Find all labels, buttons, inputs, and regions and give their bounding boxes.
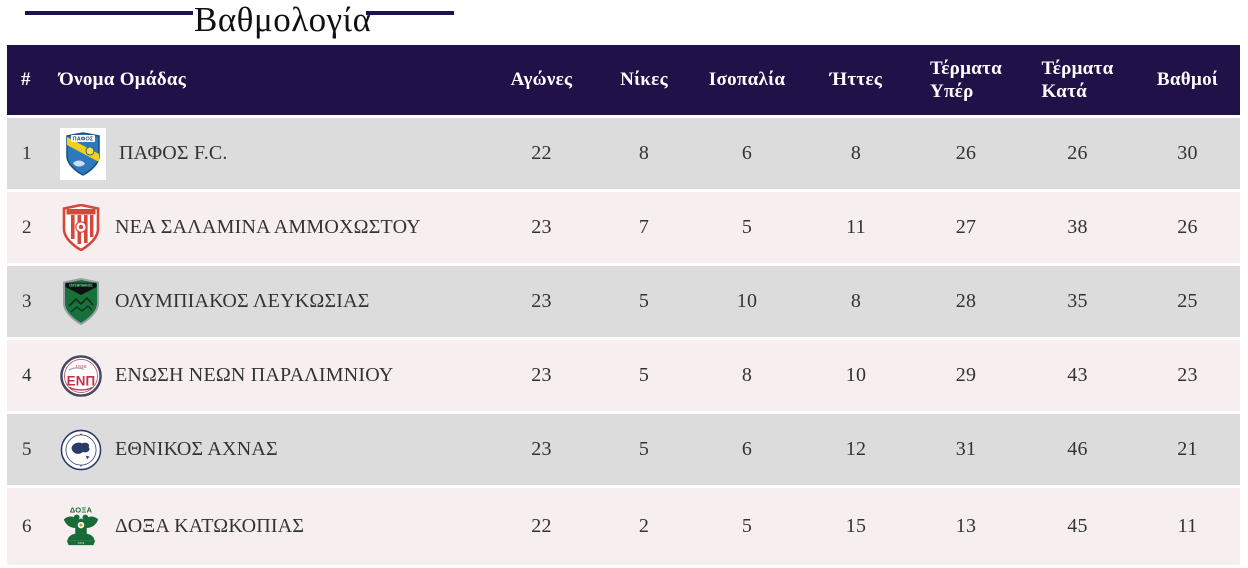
wins: 5 (594, 414, 694, 485)
col-header-points: Βαθμοί (1135, 45, 1240, 115)
standings-row[interactable]: 5 ΕΘΝΙΚΟΣ ΑΧΝΑΣ 23 5 6 12 31 (7, 414, 1240, 485)
points: 30 (1135, 118, 1240, 189)
wins: 5 (594, 340, 694, 411)
svg-text:ΟΛΥΜΠΙΑΚΟΣ: ΟΛΥΜΠΙΑΚΟΣ (70, 283, 93, 287)
doxa-katokopias-crest-icon: ΔΟΞΑ 1954 (60, 503, 102, 550)
team-rank: 3 (7, 266, 49, 337)
games-played: 22 (489, 118, 594, 189)
points: 11 (1135, 488, 1240, 565)
goals-for: 28 (912, 266, 1020, 337)
col-header-draws: Ισοπαλία (694, 45, 800, 115)
svg-text:1954: 1954 (77, 541, 84, 545)
wins: 8 (594, 118, 694, 189)
goals-for: 29 (912, 340, 1020, 411)
points: 25 (1135, 266, 1240, 337)
team-name: ΝΕΑ ΣΑΛΑΜΙΝΑ ΑΜΜΟΧΩΣΤΟΥ (115, 216, 421, 238)
standings-row[interactable]: 6 ΔΟΞΑ 1954 ΔΟΞΑ ΚΑΤΩΚΟΠΙΑΣ 22 (7, 488, 1240, 565)
games-played: 22 (489, 488, 594, 565)
losses: 8 (800, 118, 912, 189)
losses: 15 (800, 488, 912, 565)
goals-for: 26 (912, 118, 1020, 189)
col-header-games: Αγώνες (489, 45, 594, 115)
col-header-goals-for: Τέρματα Υπέρ (912, 45, 1020, 115)
team-rank: 1 (7, 118, 49, 189)
draws: 8 (694, 340, 800, 411)
goals-against: 43 (1020, 340, 1135, 411)
losses: 8 (800, 266, 912, 337)
team-rank: 6 (7, 488, 49, 565)
wins: 5 (594, 266, 694, 337)
goals-against: 38 (1020, 192, 1135, 263)
standings-header-row: # Όνομα Ομάδας Αγώνες Νίκες Ισοπαλία Ήττ… (7, 45, 1240, 115)
losses: 11 (800, 192, 912, 263)
team-name: ΕΝΩΣΗ ΝΕΩΝ ΠΑΡΑΛΙΜΝΙΟΥ (115, 364, 394, 386)
standings-row[interactable]: 4 1936 ΕΝΠ ΕΝΩΣΗ ΝΕΩΝ ΠΑΡΑΛΙΜΝΙΟΥ 23 5 8 (7, 340, 1240, 411)
points: 21 (1135, 414, 1240, 485)
draws: 6 (694, 118, 800, 189)
standings-row[interactable]: 3 ΟΛΥΜΠΙΑΚΟΣ ΟΛΥΜΠΙΑΚΟΣ ΛΕΥΚΩΣΙΑΣ 23 5 1… (7, 266, 1240, 337)
svg-text:ΔΟΞΑ: ΔΟΞΑ (70, 506, 93, 515)
goals-for: 13 (912, 488, 1020, 565)
title-rule-left (25, 11, 193, 15)
wins: 2 (594, 488, 694, 565)
goals-against: 45 (1020, 488, 1135, 565)
col-header-team: Όνομα Ομάδας (49, 45, 489, 115)
olympiakos-lefkosias-crest-icon: ΟΛΥΜΠΙΑΚΟΣ (60, 278, 102, 325)
draws: 6 (694, 414, 800, 485)
goals-against: 26 (1020, 118, 1135, 189)
draws: 5 (694, 192, 800, 263)
nea-salamina-crest-icon (60, 204, 102, 251)
standings-title-block: Βαθμολογία (0, 0, 1248, 45)
team-name: ΟΛΥΜΠΙΑΚΟΣ ΛΕΥΚΩΣΙΑΣ (115, 290, 370, 312)
wins: 7 (594, 192, 694, 263)
games-played: 23 (489, 340, 594, 411)
page-title: Βαθμολογία (194, 0, 372, 39)
col-header-wins: Νίκες (594, 45, 694, 115)
team-name: ΕΘΝΙΚΟΣ ΑΧΝΑΣ (115, 438, 278, 460)
goals-against: 46 (1020, 414, 1135, 485)
goals-for: 31 (912, 414, 1020, 485)
team-rank: 2 (7, 192, 49, 263)
team-name: ΔΟΞΑ ΚΑΤΩΚΟΠΙΑΣ (115, 515, 305, 537)
team-name: ΠΑΦΟΣ F.C. (119, 142, 228, 164)
col-header-losses: Ήττες (800, 45, 912, 115)
team-rank: 5 (7, 414, 49, 485)
enosis-neon-paralimniou-crest-icon: 1936 ΕΝΠ (60, 354, 102, 398)
goals-against: 35 (1020, 266, 1135, 337)
ethnikos-achnas-crest-icon (60, 428, 102, 472)
pafos-fc-crest-icon: ΠΑΦΟΣ (60, 127, 106, 180)
col-header-goals-against: Τέρματα Κατά (1020, 45, 1135, 115)
team-rank: 4 (7, 340, 49, 411)
draws: 10 (694, 266, 800, 337)
svg-text:ΠΑΦΟΣ: ΠΑΦΟΣ (73, 136, 94, 142)
games-played: 23 (489, 192, 594, 263)
title-rule-right (366, 11, 454, 15)
col-header-position: # (7, 45, 49, 115)
standings-row[interactable]: 1 ΠΑΦΟΣ ΠΑΦΟΣ F.C. 22 8 6 8 26 (7, 118, 1240, 189)
standings-table: # Όνομα Ομάδας Αγώνες Νίκες Ισοπαλία Ήττ… (7, 42, 1240, 568)
points: 26 (1135, 192, 1240, 263)
goals-for: 27 (912, 192, 1020, 263)
games-played: 23 (489, 414, 594, 485)
standings-row[interactable]: 2 ΝΕΑ ΣΑΛΑΜΙΝΑ ΑΜΜΟΧΩΣΤΟΥ 23 (7, 192, 1240, 263)
svg-text:1936: 1936 (75, 363, 87, 369)
losses: 10 (800, 340, 912, 411)
losses: 12 (800, 414, 912, 485)
games-played: 23 (489, 266, 594, 337)
draws: 5 (694, 488, 800, 565)
points: 23 (1135, 340, 1240, 411)
svg-text:ΕΝΠ: ΕΝΠ (67, 373, 96, 388)
